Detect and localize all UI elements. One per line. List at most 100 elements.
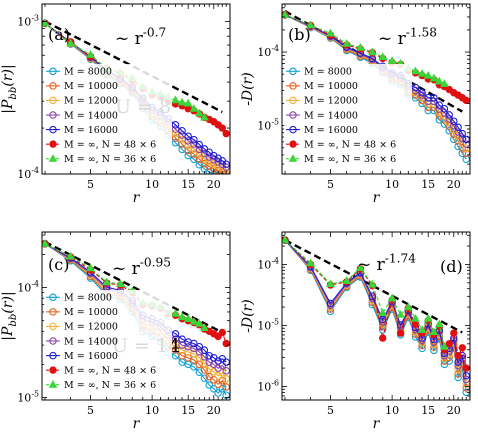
- marker-p4-s5-2: [326, 299, 335, 308]
- marker-p1-s1-14: [195, 160, 204, 169]
- marker-p1-s6-19: [218, 124, 227, 132]
- marker-p1-s4-17: [210, 155, 218, 164]
- panel-label-p4: (d): [440, 257, 463, 276]
- marker-p3-s7-13: [189, 316, 199, 325]
- marker-p4-s3-20: [462, 380, 470, 388]
- marker-p1-s5-12: [184, 132, 192, 140]
- marker-p4-s4-20: [462, 375, 470, 384]
- marker-p1-s2-legend: [49, 82, 57, 90]
- marker-p2-s3-legend: [289, 96, 297, 105]
- xtick-label-p4-1: 5: [327, 404, 334, 417]
- marker-p3-s7-1: [66, 251, 75, 260]
- marker-p1-s5-10: [171, 121, 180, 129]
- marker-p3-s1-legend: [49, 293, 57, 302]
- marker-p1-s7-legend: [48, 154, 58, 162]
- legend-entry-p2-s3: M = 12000: [304, 96, 358, 107]
- legend-entry-p3-s1: M = 8000: [64, 293, 112, 304]
- marker-p4-s7-1: [306, 258, 315, 267]
- marker-p3-s5-20: [222, 358, 230, 366]
- marker-p1-s7-1: [66, 38, 75, 47]
- xlabel-p4: r: [373, 416, 381, 432]
- marker-p1-s7-13: [189, 104, 199, 112]
- marker-p3-s5-10: [171, 330, 180, 338]
- marker-p1-s4-14: [195, 145, 204, 154]
- legend-entry-p3-s6: M = ∞, N = 48 × 6: [64, 365, 156, 376]
- marker-p1-s3-18: [214, 162, 222, 170]
- ytick-label-p3-2: 10-5​: [17, 390, 39, 405]
- ytick-label-p4-2: 10-5​: [257, 317, 279, 332]
- panel-label-p2: (b): [288, 25, 311, 44]
- marker-p3-s7-2: [86, 263, 95, 272]
- marker-p2-s5-legend: [289, 125, 297, 134]
- marker-p1-s7-10: [171, 95, 180, 104]
- legend-entry-p2-s1: M = 8000: [304, 67, 352, 78]
- marker-p1-s3-13: [190, 145, 198, 153]
- ytick-label-p3-1: 10-4​: [17, 280, 39, 295]
- legend-entry-p1-s4: M = 14000: [64, 110, 118, 121]
- marker-p3-s4-20: [222, 367, 230, 375]
- legend-entry-p1-s5: M = 16000: [64, 125, 118, 136]
- marker-p2-s6-legend: [289, 140, 297, 148]
- marker-p3-s7-4: [116, 279, 125, 288]
- marker-p1-s4-10: [171, 125, 180, 133]
- xtick-label-p1-4: 20: [207, 178, 221, 191]
- marker-p3-s5-13: [190, 339, 198, 348]
- xtick-label-p4-4: 20: [447, 404, 461, 417]
- legend-entry-p3-s5: M = 16000: [64, 351, 118, 362]
- marker-p1-s5-20: [222, 160, 230, 168]
- marker-p1-s3-10: [171, 129, 180, 137]
- marker-p2-s6-20: [462, 96, 470, 105]
- marker-p1-s4-legend: [49, 111, 57, 119]
- marker-p3-s3-20: [222, 375, 230, 383]
- marker-p4-s7-0: [282, 235, 290, 244]
- marker-p4-s7-15: [440, 341, 449, 350]
- marker-p3-s4-13: [190, 344, 198, 353]
- ylabel-p2: -D(r): [240, 72, 256, 106]
- marker-p2-s3-20: [462, 144, 470, 153]
- legend-p2: M = 8000 M = 10000 M = 12000 M = 14000 M = 1…: [284, 64, 412, 166]
- marker-p4-s7-9: [403, 302, 413, 311]
- marker-p1-s7-15: [200, 112, 209, 121]
- ytick-label-p1-2: 10-4​: [17, 166, 39, 181]
- xtick-label-p2-3: 15: [421, 178, 435, 191]
- marker-p2-s2-legend: [289, 82, 297, 90]
- marker-p3-s5-11: [178, 335, 186, 343]
- axes-frame-p4: [281, 231, 471, 401]
- legend-entry-p3-s3: M = 12000: [64, 322, 118, 333]
- marker-p3-s3-legend: [49, 322, 57, 331]
- marker-p3-s7-0: [42, 239, 50, 247]
- marker-p4-s5-20: [462, 371, 470, 380]
- marker-p2-s1-16: [445, 127, 453, 135]
- marker-p4-s7-6: [378, 308, 388, 317]
- marker-p2-s7-15: [440, 79, 449, 87]
- marker-p4-s7-11: [417, 325, 427, 333]
- legend-p3: M = 8000 M = 10000 M = 12000 M = 14000 M = 1…: [44, 290, 172, 392]
- legend-entry-p2-s7: M = ∞, N = 36 × 6: [304, 154, 396, 165]
- marker-p1-s6-20: [222, 129, 230, 138]
- ytick-label-p4-3: 10-6​: [257, 379, 279, 394]
- marker-p4-s6-8: [396, 329, 405, 337]
- marker-p4-s6-16: [445, 340, 453, 348]
- axes-frame-p1: [41, 3, 231, 175]
- marker-p2-s5-11: [418, 88, 426, 97]
- marker-p4-s2-18: [454, 370, 462, 378]
- marker-p2-s4-14: [435, 105, 444, 113]
- marker-p4-s7-14: [434, 319, 444, 328]
- marker-p4-s7-10: [411, 313, 420, 322]
- marker-p4-s7-4: [356, 263, 365, 271]
- marker-p2-s7-1: [306, 20, 315, 29]
- legend-entry-p2-s2: M = 10000: [304, 81, 358, 92]
- exponent-annotation-p3: ~ r-0.95​: [112, 255, 171, 279]
- marker-p2-s7-4: [356, 42, 365, 51]
- marker-p1-s3-14: [195, 150, 204, 158]
- marker-p2-s7-3: [342, 39, 352, 47]
- legend-entry-p2-s6: M = ∞, N = 48 × 6: [304, 139, 396, 150]
- marker-p3-s4-legend: [49, 337, 57, 345]
- marker-p3-s6-19: [218, 328, 227, 337]
- marker-p1-s4-15: [200, 149, 209, 158]
- marker-p2-s7-13: [429, 73, 439, 82]
- marker-p3-s7-10: [171, 308, 180, 317]
- marker-p2-s5-12: [424, 93, 432, 102]
- marker-p3-s1-19: [218, 385, 227, 393]
